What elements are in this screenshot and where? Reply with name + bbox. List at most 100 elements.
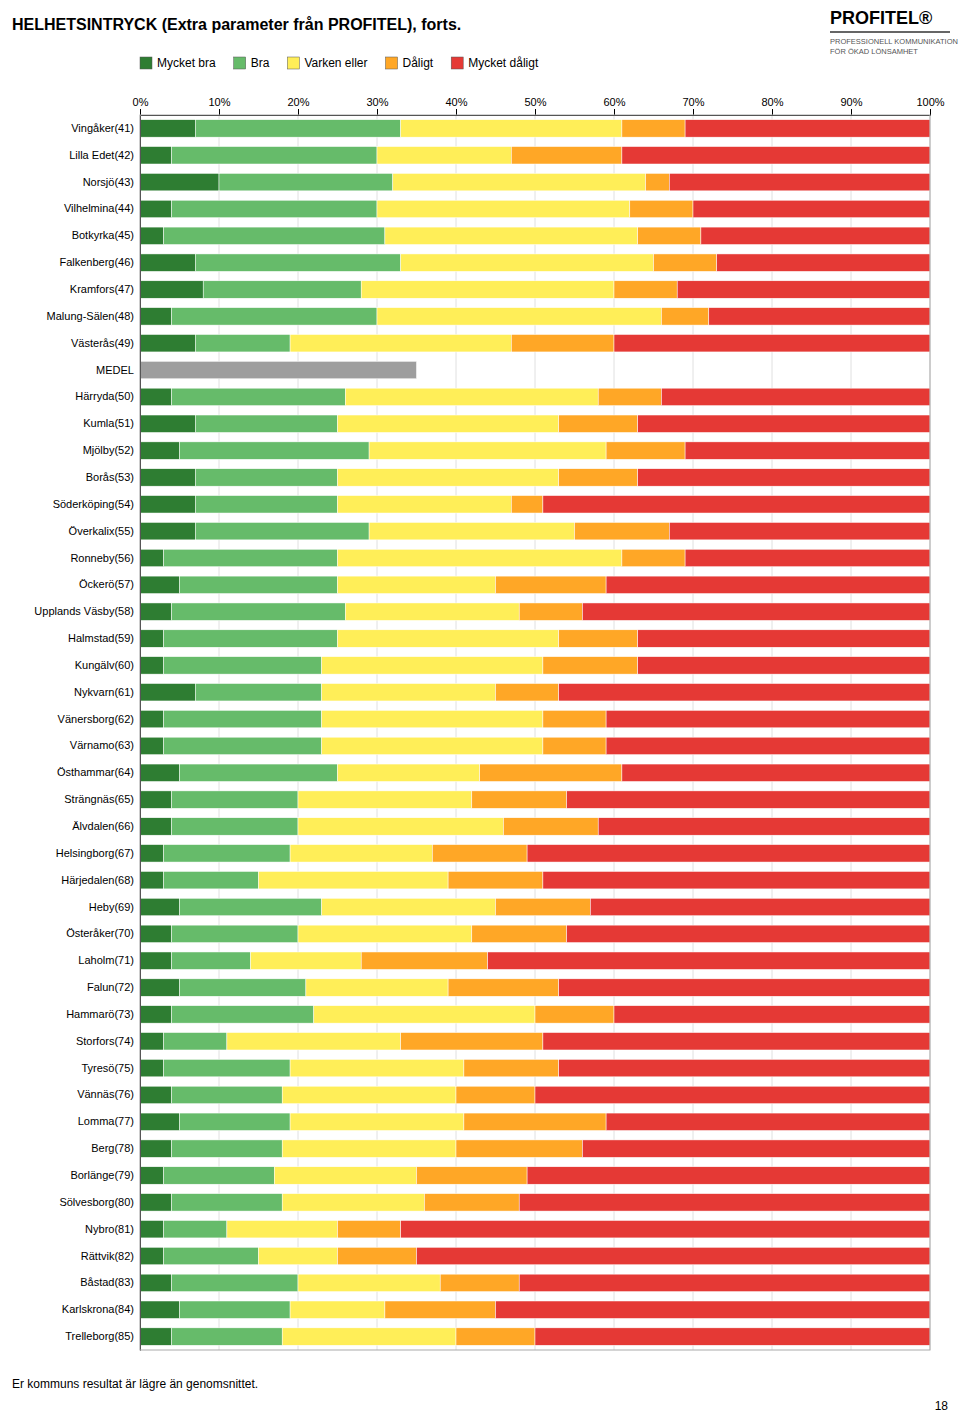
category-label: Söderköping(54) (53, 498, 134, 510)
bar (535, 1086, 930, 1103)
x-tick: 30% (366, 96, 388, 115)
category-label: Nykvarn(61) (74, 686, 134, 698)
annotation: PROFITEL® (830, 8, 932, 28)
bar (322, 710, 543, 727)
bar (172, 818, 298, 835)
bar (195, 334, 290, 351)
category-label: Vingåker(41) (71, 122, 134, 134)
x-tick: 80% (761, 96, 783, 115)
grid-line (535, 115, 536, 1350)
y-tick: Upplands Väsby(58) (34, 605, 140, 617)
legend-swatch (287, 57, 299, 69)
bar (448, 979, 559, 996)
bar (195, 120, 400, 137)
bar (140, 791, 172, 808)
category-label: Halmstad(59) (68, 632, 134, 644)
bar (140, 845, 164, 862)
legend-item: Mycket dåligt (451, 56, 539, 70)
y-tick: Hammarö(73) (66, 1008, 140, 1020)
bar (180, 979, 306, 996)
y-tick: Helsingborg(67) (56, 847, 140, 859)
category-label: Upplands Väsby(58) (34, 605, 134, 617)
bar (464, 1113, 606, 1130)
bar (417, 1247, 931, 1264)
bar (172, 308, 377, 325)
bar (172, 1194, 283, 1211)
bar (274, 1167, 416, 1184)
bar (140, 496, 195, 513)
category-label: Kumla(51) (83, 417, 134, 429)
bar (646, 173, 670, 190)
category-label: Helsingborg(67) (56, 847, 134, 859)
category-label: Laholm(71) (78, 954, 134, 966)
category-label: Älvdalen(66) (72, 820, 134, 832)
x-tick-mark (456, 109, 457, 115)
title: HELHETSINTRYCK (Extra parameter från PRO… (12, 16, 461, 33)
bar (709, 308, 930, 325)
bar (582, 603, 930, 620)
bar (180, 898, 322, 915)
bar (472, 791, 567, 808)
bar (338, 630, 559, 647)
x-tick-label: 30% (366, 96, 388, 108)
bar (164, 657, 322, 674)
bars (140, 120, 930, 1346)
bar (543, 1033, 930, 1050)
bar (140, 684, 195, 701)
bar (180, 576, 338, 593)
bar (559, 415, 638, 432)
bar (527, 1167, 930, 1184)
bar (306, 979, 448, 996)
bar (140, 657, 164, 674)
y-tick: Sölvesborg(80) (59, 1196, 140, 1208)
category-label: Härjedalen(68) (61, 874, 134, 886)
bar (622, 120, 685, 137)
x-tick: 0% (133, 96, 149, 115)
bar (164, 227, 385, 244)
bar (559, 1059, 930, 1076)
bar (140, 522, 195, 539)
bar (140, 281, 203, 298)
bar (448, 871, 543, 888)
bar (180, 442, 370, 459)
chart: HELHETSINTRYCK (Extra parameter från PRO… (0, 0, 960, 1420)
bar (543, 657, 638, 674)
bar (559, 684, 930, 701)
x-tick-mark (772, 109, 773, 115)
bar (338, 415, 559, 432)
legend-swatch (451, 57, 463, 69)
category-label: Karlskrona(84) (62, 1303, 134, 1315)
bar (606, 710, 930, 727)
bar (195, 684, 321, 701)
legend-swatch (140, 57, 152, 69)
bar (614, 1006, 930, 1023)
category-label: Vännäs(76) (77, 1088, 134, 1100)
bar (606, 1113, 930, 1130)
y-tick: Österåker(70) (66, 927, 140, 939)
bar (377, 200, 630, 217)
bar (424, 1194, 519, 1211)
category-label: Sölvesborg(80) (59, 1196, 134, 1208)
bar (543, 737, 606, 754)
legend: Mycket braBraVarken ellerDåligtMycket då… (140, 56, 539, 70)
bar (140, 1247, 164, 1264)
bar (677, 281, 930, 298)
bar (638, 469, 930, 486)
bar (140, 952, 172, 969)
bar (164, 1220, 227, 1237)
bar (511, 334, 614, 351)
y-tick: Strängnäs(65) (64, 793, 140, 805)
series (401, 120, 930, 1346)
bar (385, 1301, 496, 1318)
bar (432, 845, 527, 862)
bar (614, 281, 677, 298)
series (227, 120, 662, 1346)
bar (598, 818, 930, 835)
bar (140, 1220, 164, 1237)
bar (669, 173, 930, 190)
bar (385, 227, 638, 244)
bar (377, 308, 661, 325)
bar (298, 925, 472, 942)
y-tick: Lomma(77) (78, 1115, 140, 1127)
bar (416, 361, 417, 378)
